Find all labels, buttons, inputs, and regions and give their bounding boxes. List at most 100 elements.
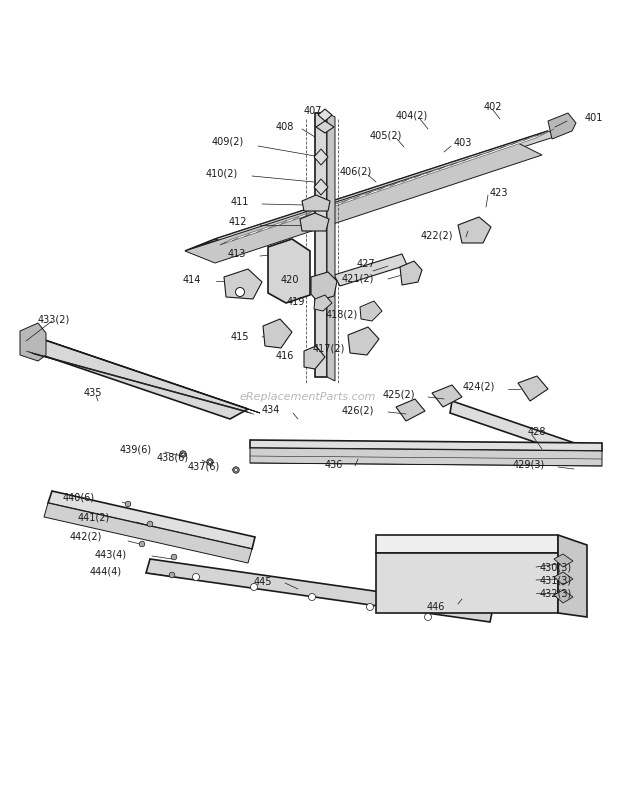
Polygon shape [554, 573, 573, 585]
Polygon shape [450, 402, 592, 462]
Polygon shape [554, 590, 573, 603]
Text: 443(4): 443(4) [95, 549, 127, 560]
Circle shape [208, 461, 211, 464]
Text: 414: 414 [183, 275, 201, 284]
Text: 432(3): 432(3) [540, 589, 572, 598]
Text: 422(2): 422(2) [420, 230, 453, 240]
Text: 426(2): 426(2) [342, 406, 374, 415]
Text: 439(6): 439(6) [120, 444, 152, 454]
Text: 445: 445 [254, 577, 272, 586]
Text: 438(6): 438(6) [157, 452, 189, 463]
Circle shape [366, 604, 373, 611]
Text: 435: 435 [84, 388, 102, 397]
Circle shape [171, 555, 177, 560]
Polygon shape [458, 218, 491, 243]
Text: 424(2): 424(2) [463, 381, 495, 392]
Text: 431(3): 431(3) [540, 575, 572, 585]
Polygon shape [300, 214, 329, 232]
Text: 418(2): 418(2) [326, 310, 358, 320]
Polygon shape [185, 144, 542, 263]
Circle shape [182, 453, 185, 456]
Polygon shape [548, 114, 576, 140]
Polygon shape [558, 536, 587, 618]
Polygon shape [185, 132, 548, 251]
Circle shape [309, 593, 316, 601]
Polygon shape [146, 560, 493, 622]
Polygon shape [44, 503, 252, 563]
Text: 440(6): 440(6) [63, 492, 95, 503]
Text: 437(6): 437(6) [188, 462, 220, 471]
Text: 427: 427 [356, 259, 375, 269]
Text: 442(2): 442(2) [69, 532, 102, 541]
Text: 433(2): 433(2) [38, 315, 70, 324]
Polygon shape [554, 554, 573, 567]
Polygon shape [348, 328, 379, 356]
Text: 407: 407 [304, 106, 322, 116]
Text: 404(2): 404(2) [396, 111, 428, 120]
Polygon shape [396, 400, 425, 422]
Polygon shape [316, 122, 334, 134]
Polygon shape [215, 132, 560, 243]
Text: 406(2): 406(2) [340, 167, 372, 177]
Polygon shape [360, 302, 382, 321]
Polygon shape [263, 320, 292, 349]
Text: 415: 415 [231, 332, 249, 341]
Polygon shape [302, 196, 330, 212]
Text: 434: 434 [262, 405, 280, 414]
Polygon shape [24, 340, 248, 419]
Text: 416: 416 [276, 351, 294, 361]
Text: 417(2): 417(2) [312, 344, 345, 353]
Text: 436: 436 [325, 459, 343, 470]
Circle shape [180, 451, 186, 458]
Text: eReplacementParts.com: eReplacementParts.com [240, 392, 376, 402]
Text: 444(4): 444(4) [90, 566, 122, 577]
Text: 420: 420 [280, 275, 299, 284]
Circle shape [147, 522, 153, 527]
Circle shape [140, 541, 145, 547]
Polygon shape [42, 340, 260, 414]
Circle shape [425, 613, 432, 621]
Circle shape [125, 502, 131, 507]
Text: 412: 412 [229, 217, 247, 226]
Polygon shape [250, 448, 602, 467]
Circle shape [207, 459, 213, 466]
Text: 401: 401 [585, 113, 603, 123]
Polygon shape [314, 296, 332, 312]
Polygon shape [318, 110, 332, 122]
Polygon shape [250, 441, 602, 451]
Polygon shape [518, 377, 548, 402]
Text: 425(2): 425(2) [383, 389, 415, 400]
Polygon shape [376, 536, 558, 553]
Circle shape [250, 584, 257, 591]
Text: 402: 402 [484, 102, 502, 112]
Text: 423: 423 [490, 188, 508, 198]
Polygon shape [334, 255, 407, 287]
Circle shape [192, 574, 200, 581]
Text: 446: 446 [427, 601, 445, 611]
Polygon shape [311, 273, 337, 302]
Circle shape [236, 288, 244, 297]
Polygon shape [220, 132, 548, 246]
Polygon shape [400, 262, 422, 286]
Text: 429(3): 429(3) [513, 459, 545, 470]
Text: 409(2): 409(2) [212, 137, 244, 147]
Text: 419: 419 [286, 296, 305, 307]
Text: 410(2): 410(2) [206, 168, 238, 177]
Circle shape [169, 573, 175, 578]
Polygon shape [20, 324, 46, 361]
Text: 405(2): 405(2) [370, 131, 402, 141]
Text: 413: 413 [228, 249, 246, 259]
Text: 403: 403 [454, 138, 472, 148]
Polygon shape [304, 347, 325, 369]
Polygon shape [376, 553, 558, 613]
Circle shape [234, 469, 237, 472]
Text: 428: 428 [528, 426, 546, 437]
Polygon shape [432, 385, 462, 407]
Text: 411: 411 [231, 197, 249, 206]
Text: 430(3): 430(3) [540, 562, 572, 573]
Text: 421(2): 421(2) [342, 274, 374, 283]
Text: 408: 408 [276, 122, 294, 132]
Polygon shape [48, 491, 255, 549]
Circle shape [232, 467, 239, 474]
Polygon shape [224, 270, 262, 300]
